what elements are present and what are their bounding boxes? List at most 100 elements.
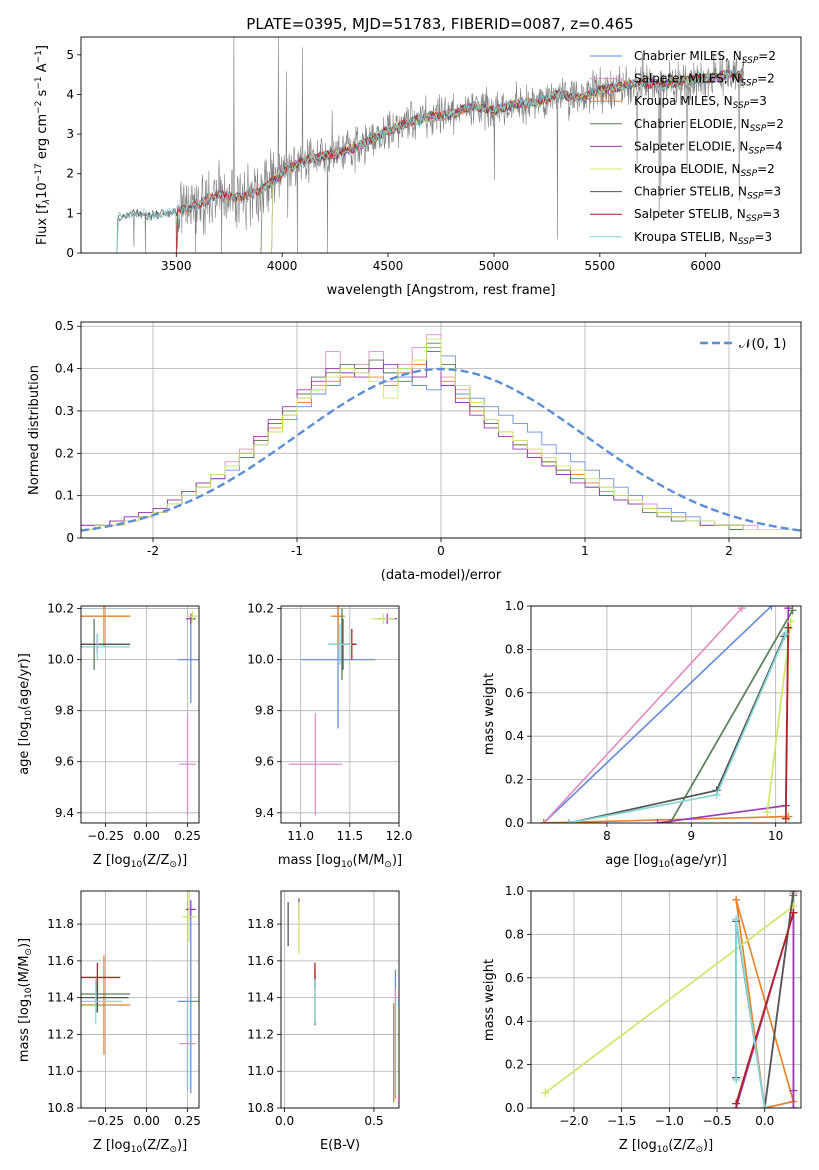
plot-marks bbox=[81, 606, 199, 816]
weight-marker bbox=[732, 915, 741, 924]
weight-marker bbox=[666, 819, 675, 823]
y-tick-label: 0.0 bbox=[505, 1101, 524, 1115]
gaussian-curve bbox=[81, 367, 801, 532]
y-tick-label: 0 bbox=[66, 246, 74, 260]
axes-frame bbox=[280, 890, 400, 1109]
weight-marker bbox=[781, 630, 790, 639]
weight-marker bbox=[781, 814, 790, 823]
x-tick-label: 9 bbox=[687, 829, 695, 843]
x-axis-label: Z [log10(Z/Z⊙)] bbox=[93, 853, 187, 870]
weight-marker bbox=[564, 819, 573, 823]
y-tick-label: 0.8 bbox=[505, 642, 524, 656]
x-tick-label: 5500 bbox=[585, 259, 616, 273]
plot-marks bbox=[288, 606, 398, 816]
y-tick-label: 9.8 bbox=[255, 704, 274, 718]
axes-frame bbox=[80, 36, 802, 254]
spectrum-legend: Chabrier MILES, NSSP=2 Salpeter MILES, NS… bbox=[590, 49, 784, 247]
weight-marker bbox=[784, 606, 793, 613]
legend-label: Salpeter ELODIE, NSSP=4 bbox=[634, 139, 783, 156]
legend-label: Salpeter STELIB, NSSP=3 bbox=[634, 207, 780, 224]
y-tick-label: 11.6 bbox=[47, 954, 74, 968]
axes-frame bbox=[80, 605, 200, 824]
weight-marker bbox=[789, 891, 798, 895]
legend-label: Salpeter MILES, NSSP=2 bbox=[634, 72, 775, 89]
x-tick-label: 0.5 bbox=[364, 1114, 383, 1128]
x-tick-label: 10 bbox=[768, 829, 783, 843]
y-tick-label: 0.1 bbox=[55, 489, 74, 503]
y-tick-label: 0.6 bbox=[505, 686, 524, 700]
x-tick-label: 6000 bbox=[690, 259, 721, 273]
y-tick-label: 11.8 bbox=[47, 917, 74, 931]
y-tick-label: 5 bbox=[66, 48, 74, 62]
weight-marker bbox=[767, 606, 776, 610]
weight-line-2 bbox=[543, 607, 743, 823]
weight-marker bbox=[789, 1104, 798, 1108]
x-axis-label: wavelength [Angstrom, rest frame] bbox=[327, 283, 556, 298]
weight-marker bbox=[763, 808, 772, 817]
legend-label: Kroupa ELODIE, NSSP=2 bbox=[634, 162, 775, 179]
y-tick-label: 10.0 bbox=[247, 653, 274, 667]
y-tick-label: 11.2 bbox=[247, 1027, 274, 1041]
y-tick-label: 0.4 bbox=[505, 1014, 524, 1028]
weight-marker bbox=[789, 1086, 798, 1095]
weight-marker bbox=[541, 1088, 550, 1097]
y-tick-label: 11.4 bbox=[247, 991, 274, 1005]
plot-marks bbox=[539, 606, 797, 823]
x-tick-label: 0 bbox=[437, 544, 445, 558]
weight-marker bbox=[760, 1104, 769, 1108]
y-tick-label: 1 bbox=[66, 206, 74, 220]
y-tick-label: 9.4 bbox=[55, 806, 74, 820]
weight-marker bbox=[712, 790, 721, 799]
weight-marker bbox=[732, 895, 741, 904]
y-tick-label: 3 bbox=[66, 127, 74, 141]
weight-marker bbox=[653, 819, 662, 823]
y-tick-label: 0.0 bbox=[505, 816, 524, 830]
y-tick-label: 11.0 bbox=[47, 1064, 74, 1078]
model-line-8 bbox=[175, 69, 744, 253]
x-tick-label: 0.00 bbox=[133, 829, 160, 843]
age-mass-panel: 11.0 11.5 12.0 9.4 9.6 9.8 10.0 10.2 mass [log10… bbox=[247, 602, 412, 870]
x-tick-label: 11.5 bbox=[336, 829, 363, 843]
plot-marks bbox=[116, 37, 745, 253]
x-tick-label: −2.0 bbox=[559, 1114, 588, 1128]
y-tick-label: 11.4 bbox=[47, 991, 74, 1005]
weight-marker bbox=[539, 819, 548, 823]
histogram-series-6 bbox=[81, 338, 801, 538]
y-tick-label: 0.4 bbox=[55, 362, 74, 376]
y-tick-label: 0.3 bbox=[55, 404, 74, 418]
histogram-panel: -2 -1 0 1 2 0 0.1 0.2 0.3 0.4 0.5 𝒩(0, 1) (data-mode… bbox=[27, 319, 802, 583]
axes-frame bbox=[530, 605, 802, 824]
weight-marker bbox=[737, 606, 746, 613]
weight-line-8 bbox=[735, 912, 795, 1104]
figure-title: PLATE=0395, MJD=51783, FIBERID=0087, z=0… bbox=[246, 15, 633, 33]
y-axis-label: mass weight bbox=[482, 673, 497, 755]
y-tick-label: 1.0 bbox=[505, 599, 524, 613]
y-tick-label: 0.5 bbox=[55, 319, 74, 333]
y-tick-label: 11.6 bbox=[247, 954, 274, 968]
y-tick-label: 0.6 bbox=[505, 971, 524, 985]
y-tick-label: 10.0 bbox=[47, 653, 74, 667]
plot-area: 3500 4000 4500 5000 5500 6000 0 1 2 3 4 5 Chabrier M… bbox=[17, 36, 802, 1155]
weight-line-3 bbox=[735, 899, 795, 1108]
weight-marker bbox=[786, 617, 795, 626]
x-axis-label: age [log10(age/yr)] bbox=[605, 853, 727, 870]
x-tick-label: 0.0 bbox=[755, 1114, 774, 1128]
model-line-9 bbox=[116, 69, 744, 253]
axes-frame bbox=[80, 890, 200, 1109]
weight-line-6 bbox=[544, 905, 794, 1094]
y-tick-label: 0.2 bbox=[505, 773, 524, 787]
y-tick-label: 11.8 bbox=[247, 917, 274, 931]
y-tick-label: 11.2 bbox=[47, 1027, 74, 1041]
y-axis-label: age [log10(age/yr)] bbox=[17, 653, 34, 775]
y-axis-label: mass [log10(M/M⊙)] bbox=[17, 938, 34, 1062]
weight-line-8 bbox=[784, 627, 790, 819]
x-tick-label: 8 bbox=[603, 829, 611, 843]
weight-marker bbox=[789, 908, 798, 917]
weight-age-panel: 8 9 10 0.0 0.2 0.4 0.6 0.8 1.0 age [log10(age/yr)… bbox=[482, 599, 802, 870]
y-tick-label: 9.4 bbox=[255, 806, 274, 820]
x-axis-label: Z [log10(Z/Z⊙)] bbox=[93, 1138, 187, 1155]
x-tick-label: −0.5 bbox=[702, 1114, 731, 1128]
weight-line-6 bbox=[766, 621, 792, 813]
